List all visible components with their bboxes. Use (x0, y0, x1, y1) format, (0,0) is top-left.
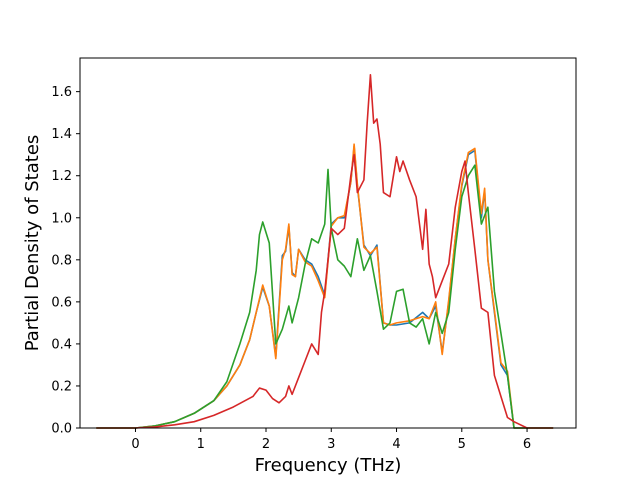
x-axis-ticks: 0 1 2 3 4 5 6 (131, 428, 531, 452)
y-tick-label: 1.0 (51, 211, 72, 226)
series-line-3 (96, 74, 554, 429)
y-tick-label: 0.6 (51, 295, 72, 310)
x-tick-label: 1 (197, 437, 205, 452)
y-tick-label: 1.6 (51, 85, 72, 100)
y-tick-label: 1.2 (51, 169, 72, 184)
x-tick-label: 5 (458, 437, 466, 452)
y-tick-label: 0.0 (51, 422, 72, 437)
x-tick-label: 4 (392, 437, 400, 452)
y-axis-title: Partial Density of States (22, 135, 43, 352)
x-tick-label: 3 (327, 437, 335, 452)
y-tick-label: 0.8 (51, 253, 72, 268)
y-tick-label: 0.2 (51, 379, 72, 394)
series-lines (96, 74, 554, 429)
plot-frame (79, 57, 577, 429)
y-axis-ticks: 0.0 0.2 0.4 0.6 0.8 1.0 1.2 1.4 1.6 (51, 85, 80, 437)
x-axis-title: Frequency (THz) (255, 455, 402, 476)
x-tick-label: 0 (131, 437, 139, 452)
y-tick-label: 0.4 (51, 337, 72, 352)
series-line-2 (96, 164, 554, 429)
x-tick-label: 2 (262, 437, 270, 452)
y-tick-label: 1.4 (51, 127, 72, 142)
x-tick-label: 6 (523, 437, 531, 452)
